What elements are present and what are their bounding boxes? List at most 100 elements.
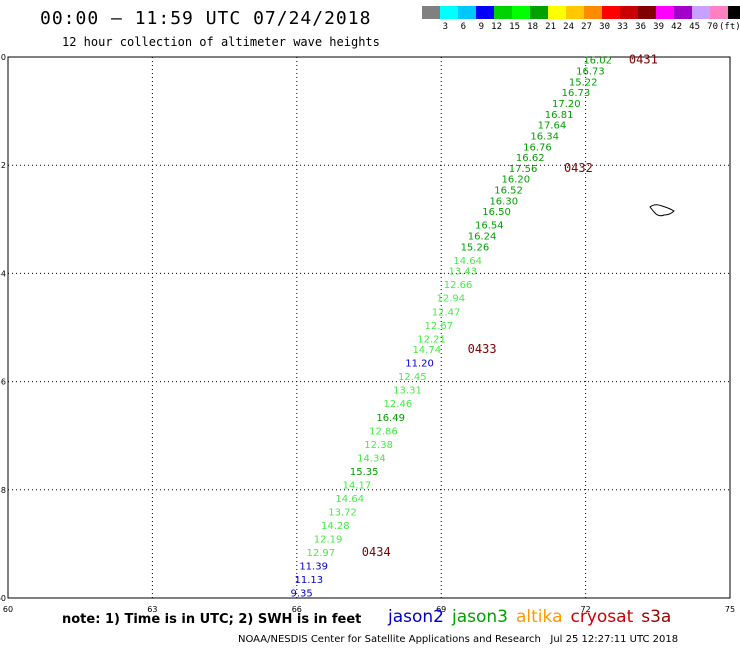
wave-height-label: 16.62 <box>516 153 545 164</box>
legend-swatch <box>494 6 512 19</box>
y-tick-label: -54 <box>0 269 6 278</box>
x-tick-label: 66 <box>292 605 302 614</box>
legend-swatch <box>566 6 584 19</box>
wave-height-label: 14.64 <box>453 256 482 267</box>
wave-height-label: 16.24 <box>468 232 497 243</box>
legend-label: 15 <box>509 22 520 32</box>
legend-label: 3 <box>442 22 448 32</box>
legend-swatch <box>656 6 674 19</box>
legend-swatch <box>620 6 638 19</box>
legend-label: 27 <box>581 22 592 32</box>
page-title: 00:00 – 11:59 UTC 07/24/2018 <box>40 8 372 29</box>
legend-label: 33 <box>617 22 628 32</box>
wave-height-label: 16.02 <box>583 56 612 67</box>
wave-height-label: 16.34 <box>530 131 559 142</box>
wave-height-label: 15.35 <box>350 467 379 478</box>
satellite-jason2: jason2 <box>388 607 444 627</box>
wave-height-label: 16.73 <box>576 67 605 78</box>
wave-height-label: 13.43 <box>449 267 478 278</box>
legend-swatch <box>692 6 710 19</box>
wave-height-label: 17.56 <box>509 164 538 175</box>
wave-height-label: 17.64 <box>538 121 567 132</box>
legend-label: 30 <box>599 22 610 32</box>
y-tick-label: -50 <box>0 53 6 62</box>
note-text: note: 1) Time is in UTC; 2) SWH is in fe… <box>62 612 362 627</box>
wave-height-label: 14.17 <box>343 480 372 491</box>
legend-swatch <box>638 6 656 19</box>
legend-swatch <box>422 6 440 19</box>
footer-credit: NOAA/NESDIS Center for Satellite Applica… <box>238 634 679 645</box>
legend-label: 21 <box>545 22 556 32</box>
legend-label: 36 <box>635 22 646 32</box>
wave-height-label: 12.66 <box>444 280 473 291</box>
satellite-legend: jason2 jason3 altika cryosat s3a <box>388 607 679 627</box>
wave-height-label: 12.47 <box>432 307 461 318</box>
y-tick-label: -52 <box>0 161 6 170</box>
legend-swatches <box>422 6 740 19</box>
wave-height-label: 12.46 <box>384 399 413 410</box>
time-label: 0434 <box>362 545 391 559</box>
wave-height-label: 17.20 <box>552 99 581 110</box>
satellite-cryosat: cryosat <box>570 607 634 627</box>
wave-height-label: 12.67 <box>424 321 453 332</box>
wave-height-label: 14.74 <box>412 345 441 356</box>
legend-label: (ft) <box>719 22 740 32</box>
x-tick-label: 60 <box>3 605 13 614</box>
legend-swatch <box>584 6 602 19</box>
wave-height-label: 12.45 <box>398 372 427 383</box>
satellite-s3a: s3a <box>641 607 672 627</box>
y-tick-label: -56 <box>0 378 6 387</box>
satellite-jason3: jason3 <box>452 607 508 627</box>
subtitle: 12 hour collection of altimeter wave hei… <box>62 35 380 49</box>
legend-swatch <box>458 6 476 19</box>
color-legend: 3 6 9 12 15 18 21 24 27 30 33 36 39 42 45 70 (ft) <box>422 6 740 32</box>
wave-height-label: 11.20 <box>405 359 434 370</box>
wave-height-label: 16.30 <box>489 196 518 207</box>
wave-height-label: 16.54 <box>475 221 504 232</box>
wave-height-label: 12.38 <box>364 440 393 451</box>
wave-height-label: 16.49 <box>376 413 405 424</box>
wave-height-label: 12.21 <box>417 334 446 345</box>
legend-label: 70 <box>707 22 718 32</box>
wave-height-label: 12.86 <box>369 426 398 437</box>
wave-height-label: 12.19 <box>314 534 343 545</box>
x-tick-label: 63 <box>147 605 157 614</box>
legend-label: 6 <box>460 22 466 32</box>
wave-height-label: 16.50 <box>482 207 511 218</box>
map-frame <box>7 56 731 599</box>
wave-height-label: 11.39 <box>299 562 328 573</box>
x-tick-label: 72 <box>581 605 591 614</box>
wave-height-label: 12.97 <box>307 548 336 559</box>
legend-label: 39 <box>653 22 664 32</box>
time-label: 0432 <box>564 161 593 175</box>
wave-height-label: 16.52 <box>494 186 523 197</box>
legend-label: 24 <box>563 22 574 32</box>
legend-swatch <box>512 6 530 19</box>
wave-height-label: 16.20 <box>501 175 530 186</box>
legend-swatch <box>710 6 728 19</box>
satellite-altika: altika <box>516 607 563 627</box>
legend-swatch <box>728 6 740 19</box>
wave-height-label: 13.31 <box>393 386 422 397</box>
wave-height-label: 9.35 <box>290 589 312 600</box>
legend-label: 9 <box>478 22 484 32</box>
wave-height-label: 16.76 <box>523 142 552 153</box>
island-outline <box>649 204 675 217</box>
wave-height-label: 14.28 <box>321 521 350 532</box>
legend-swatch <box>674 6 692 19</box>
legend-swatch <box>548 6 566 19</box>
legend-label: 45 <box>689 22 700 32</box>
time-label: 0433 <box>468 342 497 356</box>
legend-labels: 3 6 9 12 15 18 21 24 27 30 33 36 39 42 45 70 (ft) <box>422 22 740 32</box>
wave-height-label: 12.94 <box>437 294 466 305</box>
wave-height-label: 15.26 <box>461 242 490 253</box>
legend-label: 42 <box>671 22 682 32</box>
legend-swatch <box>476 6 494 19</box>
wave-height-label: 14.34 <box>357 453 386 464</box>
legend-label: 18 <box>527 22 538 32</box>
y-tick-label: -60 <box>0 594 6 603</box>
x-tick-label: 75 <box>725 605 735 614</box>
wave-height-label: 16.73 <box>562 88 591 99</box>
legend-swatch <box>440 6 458 19</box>
